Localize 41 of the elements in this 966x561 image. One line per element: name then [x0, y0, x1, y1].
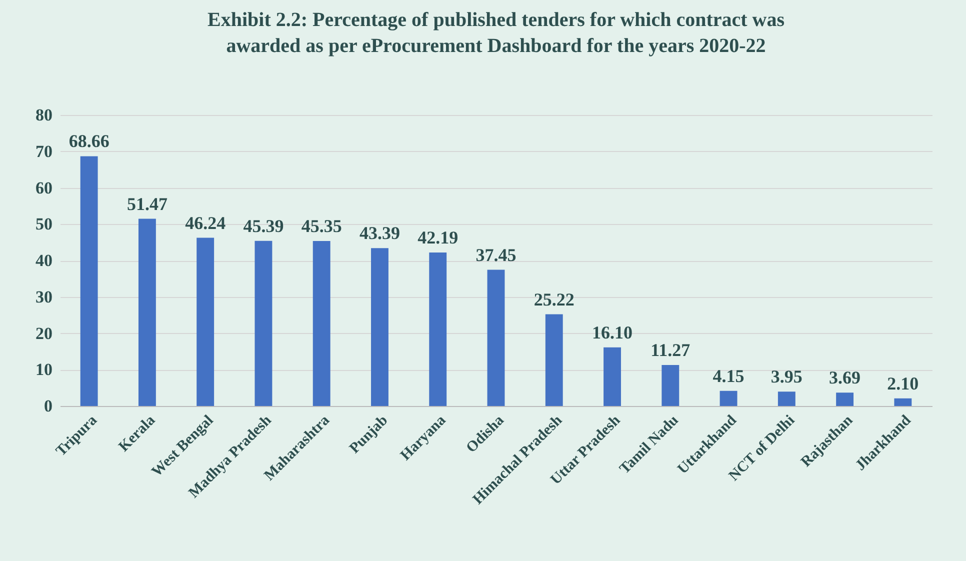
data-label: 37.45	[476, 244, 516, 265]
data-label: 11.27	[650, 340, 690, 360]
bar	[662, 365, 680, 406]
bar	[80, 156, 98, 406]
data-label: 46.24	[185, 212, 226, 233]
y-tick-label: 70	[36, 142, 52, 161]
bar	[312, 241, 330, 406]
bar	[720, 390, 738, 406]
data-label: 25.22	[534, 289, 574, 310]
text: awarded as per eProcurement Dashboard for the years 2020-22	[226, 35, 766, 57]
data-label: 51.47	[126, 194, 168, 214]
y-tick-label: 20	[36, 324, 52, 343]
data-label: 3.69	[829, 368, 861, 388]
bar	[429, 252, 447, 406]
data-label: 43.39	[359, 223, 400, 244]
data-label: 2.10	[887, 373, 919, 394]
y-tick-label: 80	[36, 106, 52, 124]
bar	[894, 398, 912, 406]
bar	[604, 347, 621, 406]
bar	[254, 240, 272, 406]
data-label: 4.15	[712, 366, 744, 386]
data-label: 45.35	[301, 216, 342, 236]
bar	[545, 314, 563, 406]
bar	[487, 270, 505, 406]
y-tick-label: 30	[36, 287, 52, 306]
data-label: 45.39	[243, 216, 284, 236]
bar	[836, 392, 854, 406]
bar	[138, 218, 156, 406]
bar	[196, 238, 214, 406]
text: Exhibit 2.2: Percentage of published tenders for which contract was	[207, 9, 785, 31]
y-tick-label: 60	[36, 178, 52, 198]
bar	[778, 392, 796, 406]
data-label: 3.95	[770, 366, 802, 387]
bar	[371, 248, 388, 406]
y-tick-label: 10	[36, 360, 52, 380]
y-tick-label: 0	[44, 396, 52, 416]
data-label: 16.10	[592, 322, 633, 342]
data-label: 42.19	[418, 228, 458, 248]
y-tick-label: 40	[36, 251, 52, 270]
y-tick-label: 50	[36, 214, 52, 234]
data-label: 68.66	[68, 131, 110, 152]
